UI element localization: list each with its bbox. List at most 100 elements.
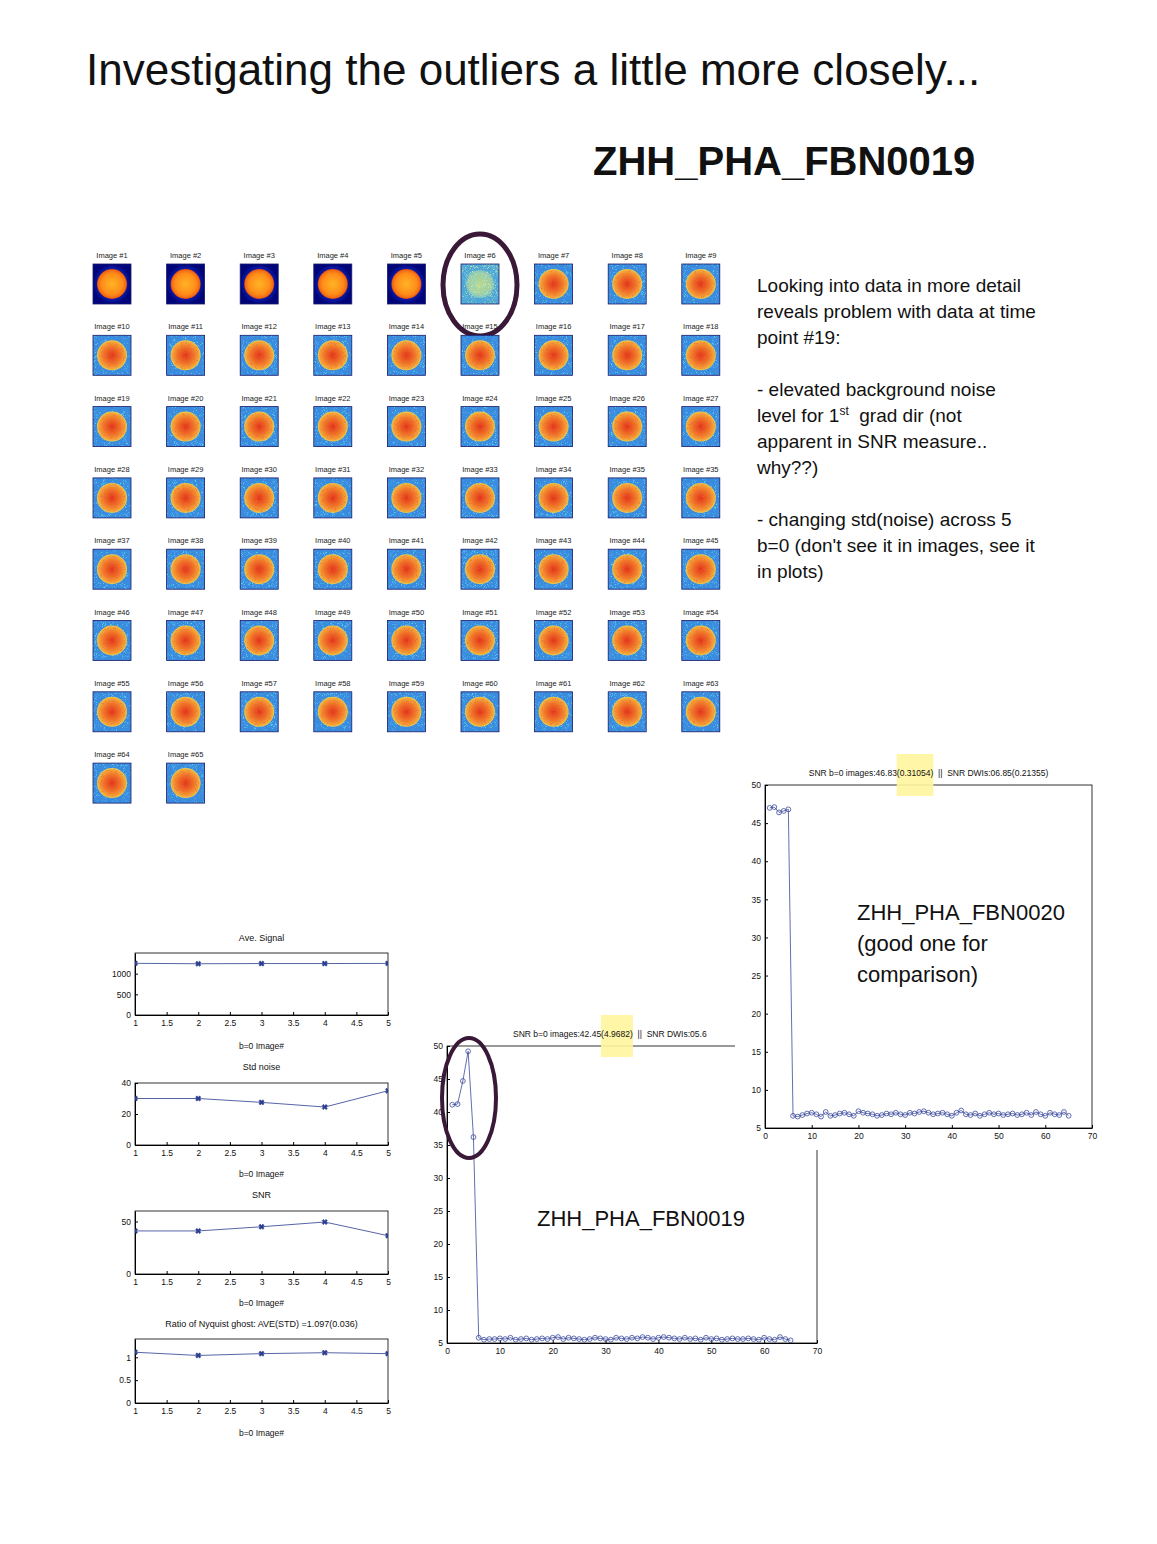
y-tick-label: 0	[126, 1010, 131, 1020]
speckle	[613, 413, 641, 441]
tile-border	[314, 621, 352, 661]
tile-phantom	[244, 483, 274, 513]
x-tick-label: 2.5	[224, 1406, 236, 1416]
y-tick-label: 50	[122, 1217, 132, 1227]
y-tick: 0	[126, 1140, 138, 1150]
marker	[992, 1112, 997, 1117]
speckle	[172, 555, 200, 583]
y-tick-label: 45	[752, 818, 762, 828]
image-tile: Image #29	[167, 465, 205, 518]
x-tick-label: 40	[654, 1346, 664, 1356]
slide-subtitle: ZHH_PHA_FBN0019	[593, 139, 975, 183]
marker	[719, 1337, 724, 1342]
tile-border	[608, 478, 646, 518]
speckle	[613, 698, 641, 726]
speckle	[535, 407, 573, 447]
plot-area	[767, 805, 1071, 1119]
marker	[492, 1337, 497, 1342]
plot-frame	[135, 953, 388, 1015]
y-tick-mark	[765, 1052, 768, 1053]
x-tick-mark	[325, 1012, 326, 1015]
x-tick: 60	[760, 1340, 770, 1356]
marker	[460, 1079, 465, 1084]
tile-label: Image #30	[241, 465, 276, 474]
marker	[635, 1336, 640, 1341]
image-tile: Image #61	[535, 679, 573, 732]
tile-background	[314, 621, 352, 661]
y-tick-label: 50	[434, 1041, 444, 1051]
y-tick-label: 0	[126, 1269, 131, 1279]
tile-background	[387, 692, 425, 732]
marker	[945, 1112, 950, 1117]
annotation: ZHH_PHA_FBN0019	[537, 1206, 745, 1231]
plot-area	[135, 1087, 388, 1111]
y-tick: 40	[752, 856, 768, 866]
y-tick-label: 10	[434, 1305, 444, 1315]
marker	[963, 1112, 968, 1117]
speckle	[687, 555, 715, 583]
marker	[1024, 1110, 1029, 1115]
tile-border	[682, 264, 720, 304]
x-tick: 60	[1041, 1125, 1051, 1141]
tile-phantom	[612, 269, 642, 299]
tile-background	[93, 478, 131, 518]
y-tick-mark	[135, 1380, 138, 1381]
image-tile: Image #3	[240, 251, 278, 304]
marker	[1062, 1110, 1067, 1115]
marker	[949, 1113, 954, 1118]
y-tick: 0	[126, 1010, 138, 1020]
image-tile: Image #5	[387, 251, 425, 304]
speckle	[245, 341, 273, 369]
chart: 11.522.533.544.5505001000Ave. Signalb=0 …	[112, 933, 392, 1051]
note-line: why??)	[756, 457, 818, 478]
x-tick-mark	[167, 1142, 168, 1145]
speckle	[172, 341, 200, 369]
x-tick-mark	[356, 1400, 357, 1403]
marker	[135, 959, 139, 967]
marker	[833, 1113, 838, 1118]
image-tile: Image #51	[461, 608, 499, 661]
tile-phantom	[539, 340, 569, 370]
x-tick-mark	[325, 1400, 326, 1403]
tile-border	[314, 264, 352, 304]
speckle	[93, 478, 131, 518]
image-tile: Image #12	[240, 322, 278, 375]
tile-phantom	[318, 697, 348, 727]
x-tick-label: 5	[386, 1406, 391, 1416]
speckle	[682, 549, 720, 589]
speckle	[245, 484, 273, 512]
x-tick: 40	[948, 1125, 958, 1141]
title-highlight	[601, 1015, 633, 1057]
x-tick-mark	[230, 1271, 231, 1274]
tile-background	[93, 549, 131, 589]
tile-background	[608, 264, 646, 304]
image-tile: Image #16	[535, 322, 573, 375]
image-tile: Image #15	[461, 322, 499, 375]
speckle	[98, 413, 126, 441]
marker	[471, 1135, 476, 1140]
marker	[466, 1049, 471, 1054]
title-highlight	[897, 754, 934, 796]
speckle	[240, 692, 278, 732]
x-tick-label: 2	[196, 1148, 201, 1158]
tile-background	[608, 478, 646, 518]
tile-phantom	[612, 626, 642, 656]
marker	[828, 1113, 833, 1118]
y-tick-label: 40	[752, 856, 762, 866]
tile-phantom	[539, 269, 569, 299]
x-tick: 70	[1088, 1125, 1098, 1141]
tile-border	[535, 407, 573, 447]
y-tick: 0	[126, 1269, 138, 1279]
marker	[321, 1103, 329, 1111]
speckle	[319, 627, 347, 655]
speckle	[93, 335, 131, 375]
x-tick-label: 2	[196, 1406, 201, 1416]
tile-label: Image #10	[94, 322, 129, 331]
marker	[135, 1094, 139, 1102]
image-tile: Image #26	[608, 394, 646, 447]
tile-background	[608, 692, 646, 732]
x-tick-mark	[812, 1125, 813, 1128]
tile-phantom	[539, 554, 569, 584]
x-tick-mark	[198, 1400, 199, 1403]
marker	[645, 1335, 650, 1340]
